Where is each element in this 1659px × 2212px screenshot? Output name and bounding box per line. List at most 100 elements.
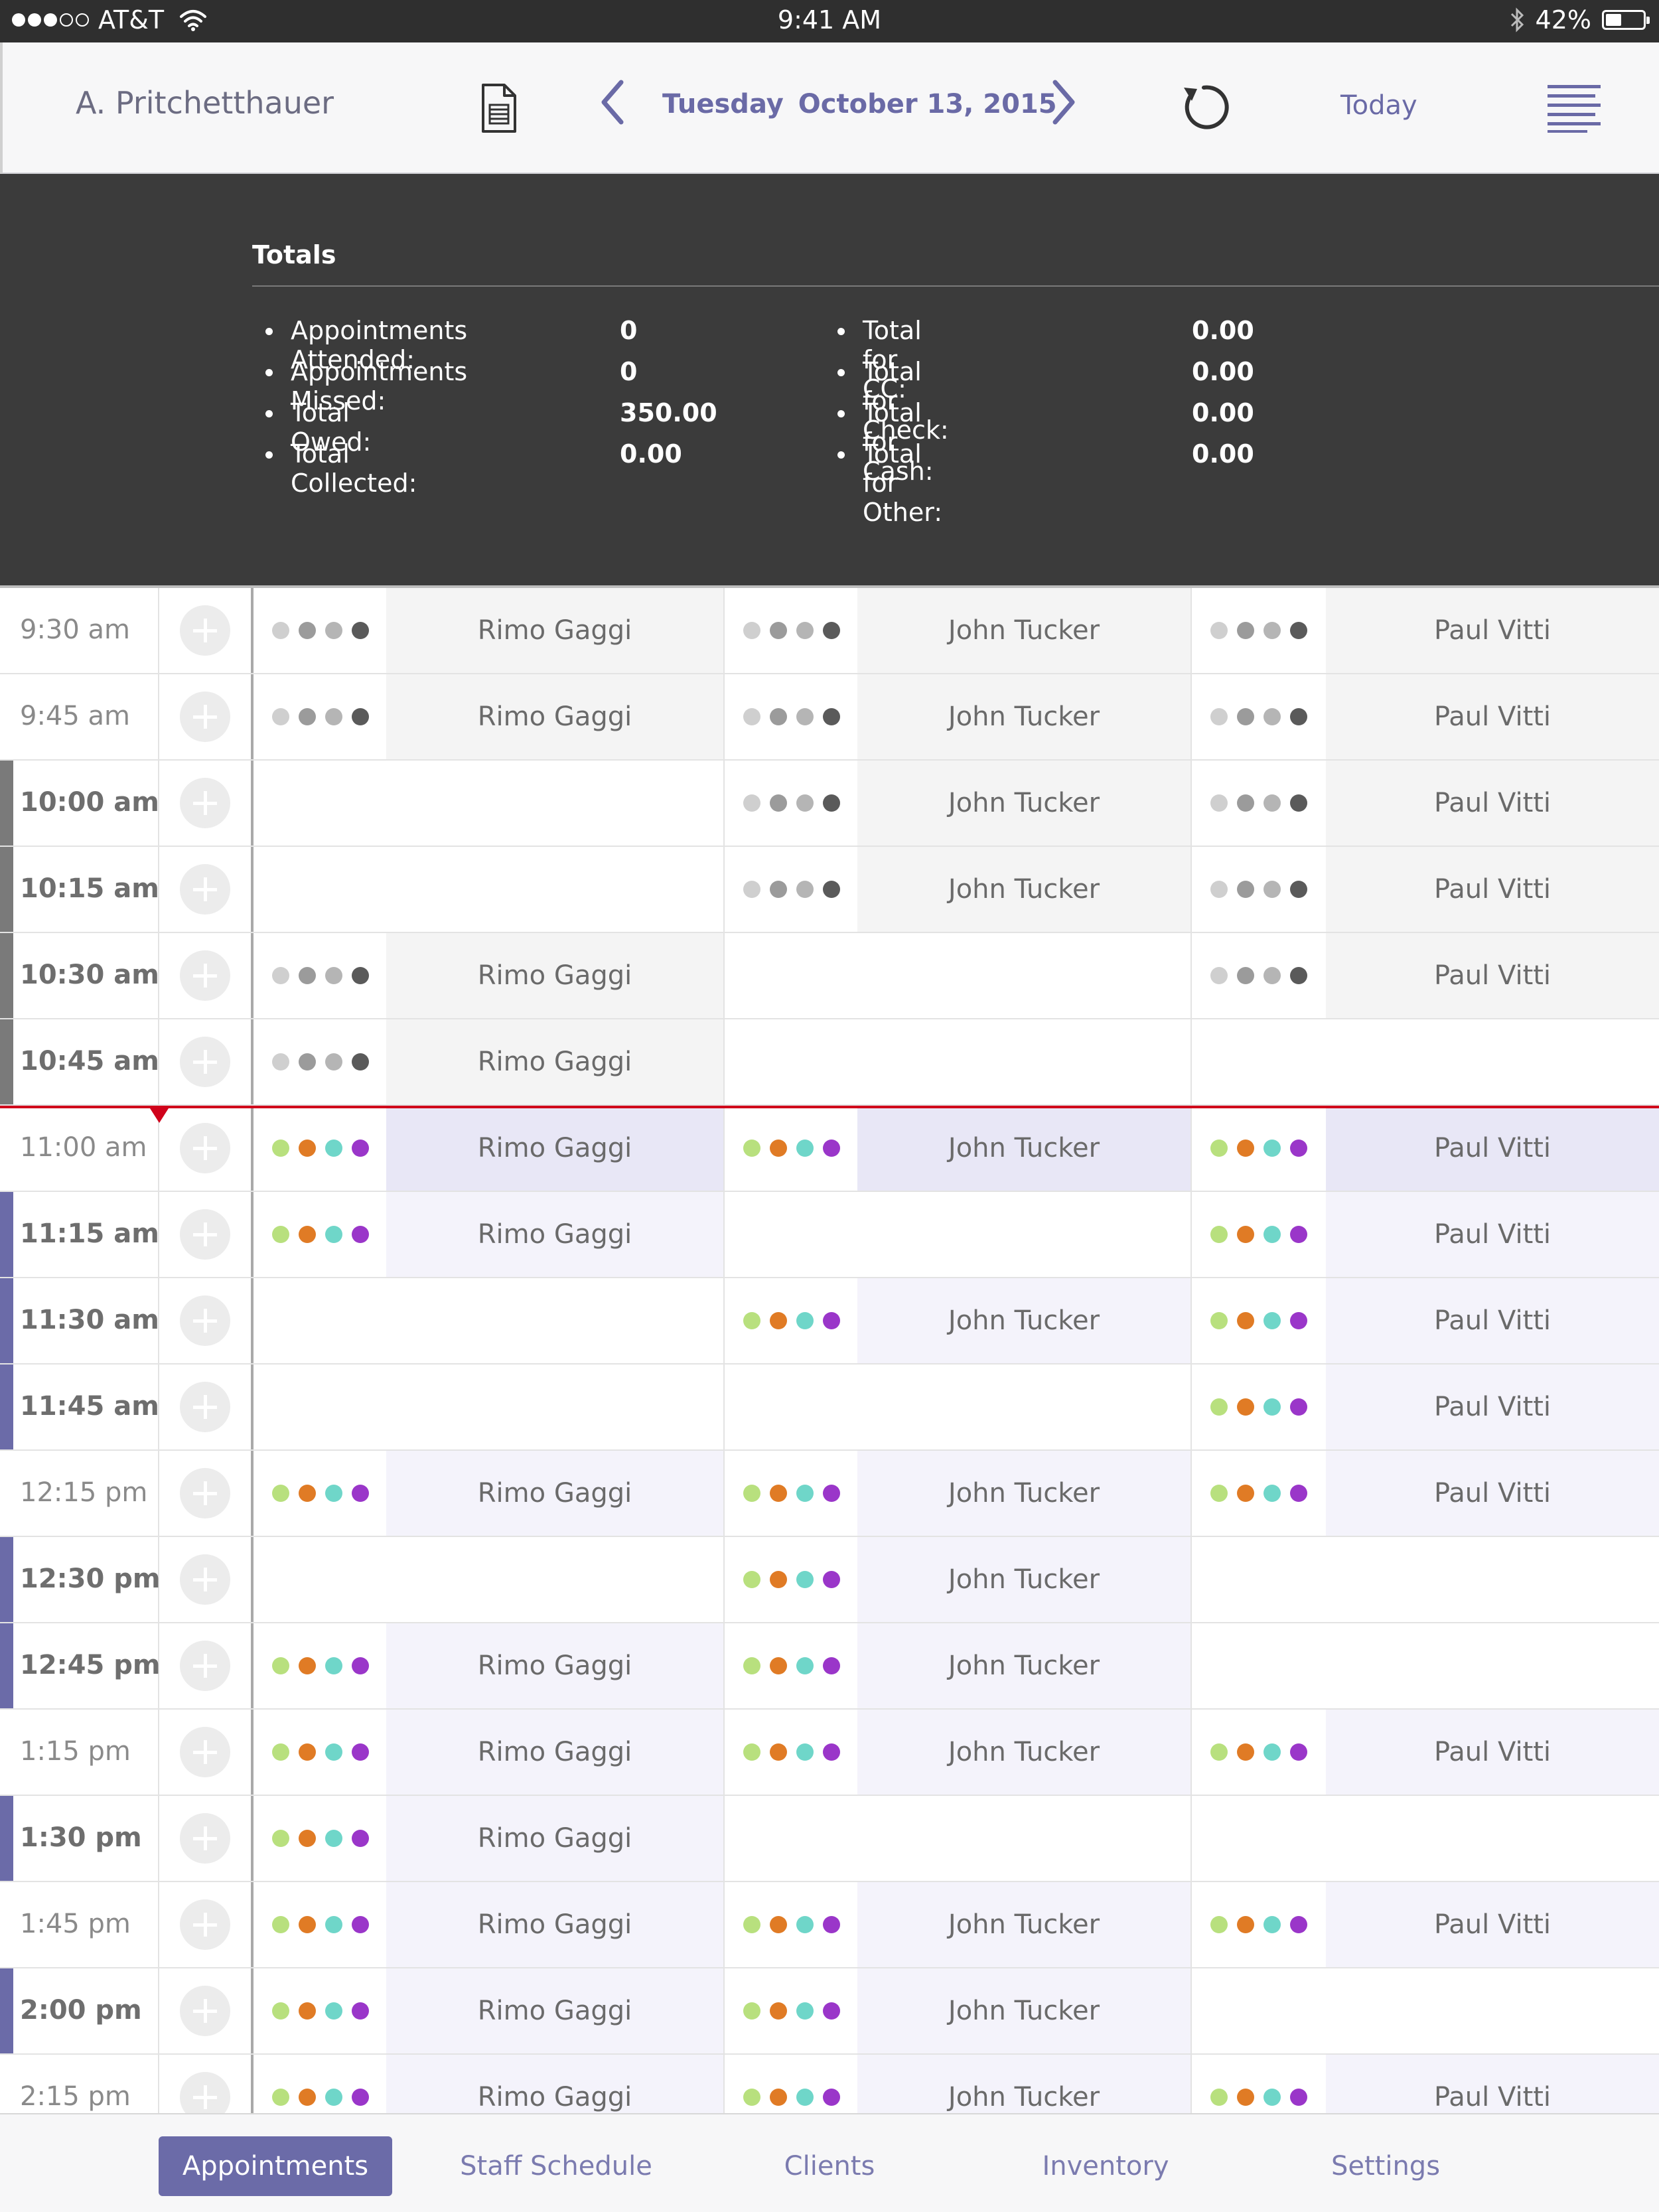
staff-name[interactable]: Rimo Gaggi [386,588,723,673]
appointment-slot[interactable]: John Tucker [725,1968,1192,2053]
empty-slot[interactable] [1192,1537,1659,1622]
add-appointment-button[interactable] [180,692,230,742]
add-appointment-button[interactable] [180,1899,230,1950]
appointment-slot[interactable]: Rimo Gaggi [253,1882,725,1967]
staff-name[interactable]: Paul Vitti [1326,674,1659,759]
appointment-slot[interactable]: Rimo Gaggi [253,1968,725,2053]
appointment-slot[interactable]: Rimo Gaggi [253,1106,725,1191]
appointment-slot[interactable]: Paul Vitti [1192,1710,1659,1795]
appointment-slot[interactable]: John Tucker [725,1278,1192,1363]
refresh-button[interactable] [1177,81,1230,137]
empty-slot[interactable] [725,933,1192,1018]
appointment-slot[interactable]: Rimo Gaggi [253,1192,725,1277]
staff-name[interactable]: Rimo Gaggi [386,933,723,1018]
staff-name[interactable]: John Tucker [857,588,1190,673]
staff-name[interactable]: Paul Vitti [1326,1451,1659,1536]
empty-slot[interactable] [1192,1796,1659,1881]
empty-slot[interactable] [725,1796,1192,1881]
today-button[interactable]: Today [1340,90,1417,121]
add-appointment-button[interactable] [180,778,230,828]
appointment-slot[interactable]: Rimo Gaggi [253,933,725,1018]
staff-name[interactable]: John Tucker [857,674,1190,759]
add-appointment-button[interactable] [180,1641,230,1691]
document-button[interactable] [479,82,519,137]
staff-name[interactable]: John Tucker [857,1537,1190,1622]
staff-name[interactable]: Rimo Gaggi [386,1882,723,1967]
empty-slot[interactable] [1192,1623,1659,1708]
appointment-slot[interactable]: John Tucker [725,847,1192,932]
appointment-slot[interactable]: John Tucker [725,1710,1192,1795]
add-appointment-button[interactable] [180,1295,230,1346]
schedule-grid[interactable]: 9:30 am Rimo Gaggi John Tucker Paul Vitti 9:… [0,585,1659,2113]
staff-name[interactable]: John Tucker [857,1968,1190,2053]
staff-name[interactable]: Rimo Gaggi [386,1623,723,1708]
staff-name[interactable]: Paul Vitti [1326,847,1659,932]
appointment-slot[interactable]: Paul Vitti [1192,761,1659,846]
add-appointment-button[interactable] [180,1382,230,1432]
empty-slot[interactable] [253,1537,725,1622]
empty-slot[interactable] [253,761,725,846]
staff-name[interactable]: Paul Vitti [1326,1106,1659,1191]
staff-name[interactable]: Rimo Gaggi [386,1451,723,1536]
staff-name[interactable]: John Tucker [857,2055,1190,2113]
menu-button[interactable] [1546,84,1602,135]
appointment-slot[interactable]: Paul Vitti [1192,1278,1659,1363]
empty-slot[interactable] [253,1364,725,1449]
staff-name[interactable]: John Tucker [857,1623,1190,1708]
appointment-slot[interactable]: Paul Vitti [1192,933,1659,1018]
appointment-slot[interactable]: John Tucker [725,588,1192,673]
staff-name[interactable]: Paul Vitti [1326,761,1659,846]
appointment-slot[interactable]: Rimo Gaggi [253,1710,725,1795]
appointment-slot[interactable]: Rimo Gaggi [253,1019,725,1104]
staff-name[interactable]: Paul Vitti [1326,933,1659,1018]
appointment-slot[interactable]: John Tucker [725,674,1192,759]
appointment-slot[interactable]: Rimo Gaggi [253,2055,725,2113]
staff-name[interactable]: Rimo Gaggi [386,1106,723,1191]
appointment-slot[interactable]: John Tucker [725,2055,1192,2113]
add-appointment-button[interactable] [180,1468,230,1518]
staff-name[interactable]: Paul Vitti [1326,1364,1659,1449]
appointment-slot[interactable]: John Tucker [725,1882,1192,1967]
staff-name[interactable]: Rimo Gaggi [386,2055,723,2113]
add-appointment-button[interactable] [180,1813,230,1864]
staff-name[interactable]: Rimo Gaggi [386,674,723,759]
staff-name[interactable]: John Tucker [857,847,1190,932]
tab-settings[interactable]: Settings [1331,2151,1441,2181]
add-appointment-button[interactable] [180,1037,230,1087]
staff-name[interactable]: John Tucker [857,1451,1190,1536]
appointment-slot[interactable]: John Tucker [725,761,1192,846]
add-appointment-button[interactable] [180,2072,230,2113]
tab-clients[interactable]: Clients [784,2151,875,2181]
user-name[interactable]: A. Pritchetthauer [76,85,334,121]
previous-day-button[interactable] [592,76,632,131]
add-appointment-button[interactable] [180,864,230,915]
appointment-slot[interactable]: Rimo Gaggi [253,674,725,759]
empty-slot[interactable] [253,1278,725,1363]
current-date[interactable]: Tuesday October 13, 2015 [662,89,1057,119]
tab-appointments[interactable]: Appointments [159,2136,392,2196]
appointment-slot[interactable]: Paul Vitti [1192,1451,1659,1536]
appointment-slot[interactable]: Paul Vitti [1192,1364,1659,1449]
empty-slot[interactable] [253,847,725,932]
appointment-slot[interactable]: John Tucker [725,1537,1192,1622]
appointment-slot[interactable]: Paul Vitti [1192,2055,1659,2113]
appointment-slot[interactable]: John Tucker [725,1451,1192,1536]
appointment-slot[interactable]: Rimo Gaggi [253,588,725,673]
appointment-slot[interactable]: John Tucker [725,1623,1192,1708]
appointment-slot[interactable]: John Tucker [725,1106,1192,1191]
appointment-slot[interactable]: Paul Vitti [1192,588,1659,673]
staff-name[interactable]: John Tucker [857,1278,1190,1363]
appointment-slot[interactable]: Rimo Gaggi [253,1623,725,1708]
appointment-slot[interactable]: Paul Vitti [1192,847,1659,932]
empty-slot[interactable] [725,1364,1192,1449]
appointment-slot[interactable]: Rimo Gaggi [253,1796,725,1881]
appointment-slot[interactable]: Paul Vitti [1192,1882,1659,1967]
add-appointment-button[interactable] [180,1727,230,1777]
add-appointment-button[interactable] [180,605,230,656]
appointment-slot[interactable]: Paul Vitti [1192,1192,1659,1277]
tab-staff-schedule[interactable]: Staff Schedule [460,2151,652,2181]
staff-name[interactable]: Rimo Gaggi [386,1796,723,1881]
staff-name[interactable]: Paul Vitti [1326,2055,1659,2113]
tab-inventory[interactable]: Inventory [1042,2151,1169,2181]
staff-name[interactable]: John Tucker [857,761,1190,846]
